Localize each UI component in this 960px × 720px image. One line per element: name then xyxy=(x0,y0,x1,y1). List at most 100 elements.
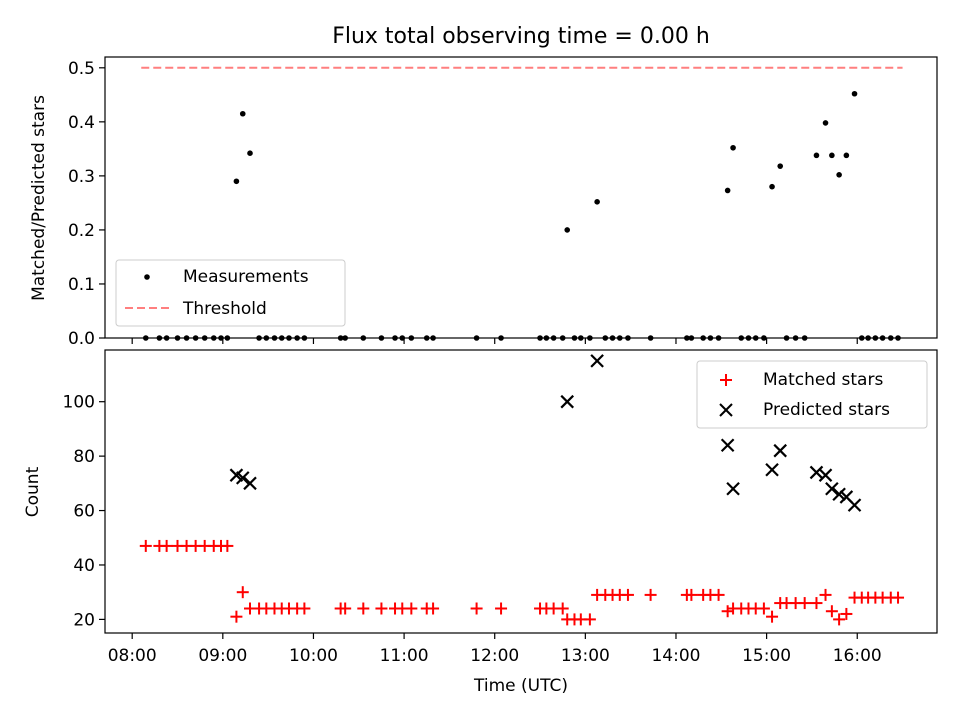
bottom-y-axis-label: Count xyxy=(23,466,43,517)
matched-star-point xyxy=(339,602,352,615)
measurement-point xyxy=(578,335,584,341)
predicted-star-point xyxy=(825,482,839,496)
matched-star-point xyxy=(375,602,388,615)
measurement-point xyxy=(543,335,550,341)
measurement-point xyxy=(564,227,571,233)
matched-star-point xyxy=(139,539,152,552)
matched-star-point xyxy=(556,602,569,615)
matched-star-point xyxy=(892,591,905,604)
measurement-point xyxy=(294,335,300,341)
measurement-point xyxy=(792,335,799,341)
bottom-legend-box xyxy=(696,360,928,429)
measurement-point xyxy=(423,335,430,341)
matched-star-point xyxy=(644,588,657,601)
matched-star-point xyxy=(470,602,483,615)
bottom-xtick-label: 10:00 xyxy=(289,646,338,666)
measurement-point xyxy=(430,335,436,341)
matched-star-point xyxy=(766,610,779,623)
predicted-star-point xyxy=(243,476,257,491)
measurement-point xyxy=(218,335,224,341)
measurement-point xyxy=(342,335,348,341)
legend-predicted-marker xyxy=(719,403,733,417)
matched-star-point xyxy=(819,588,832,601)
measurement-point xyxy=(278,335,285,341)
measurement-point xyxy=(174,335,181,341)
matched-star-point xyxy=(810,597,823,610)
predicted-star-point xyxy=(726,482,740,496)
measurement-point xyxy=(498,335,504,341)
matched-star-point xyxy=(757,602,770,615)
measurement-point xyxy=(625,335,631,341)
measurement-point xyxy=(738,335,745,341)
matched-star-point xyxy=(712,588,725,601)
measurement-point xyxy=(247,150,253,156)
predicted-star-point xyxy=(590,354,604,368)
measurement-point xyxy=(392,335,398,341)
measurement-point xyxy=(256,335,262,341)
legend-matched-marker xyxy=(720,374,732,386)
measurement-point xyxy=(616,335,623,341)
bottom-xtick-label: 08:00 xyxy=(108,646,157,666)
measurement-point xyxy=(594,199,600,205)
measurement-point xyxy=(865,335,871,341)
measurement-point xyxy=(724,187,731,194)
bottom-ytick-label: 80 xyxy=(73,447,95,467)
measurement-point xyxy=(360,335,367,341)
legend-measurements-label: Measurements xyxy=(183,267,309,287)
measurement-point xyxy=(829,152,835,159)
matched-star-point xyxy=(721,605,734,618)
bottom-xtick-label: 15:00 xyxy=(742,646,791,666)
matched-star-point xyxy=(357,602,370,615)
matched-star-point xyxy=(833,613,846,626)
legend-threshold-label: Threshold xyxy=(182,299,267,319)
measurement-point xyxy=(858,335,865,341)
legend-matched-label: Matched stars xyxy=(763,370,883,390)
measurement-point xyxy=(843,152,850,159)
measurement-point xyxy=(183,335,190,341)
predicted-star-point xyxy=(809,465,824,480)
measurement-point xyxy=(700,335,706,341)
top-y-axis-label: Matched/Predicted stars xyxy=(29,95,49,301)
legend-measurements-marker xyxy=(144,274,150,280)
predicted-star-point xyxy=(832,487,846,501)
matched-star-point xyxy=(495,602,508,615)
measurement-point xyxy=(822,120,829,126)
bottom-x-axis: 08:00 09:00 10:00 11:00 12:00 13:00 14:00 15:00… xyxy=(108,633,882,666)
bottom-xtick-label: 11:00 xyxy=(380,646,429,666)
measurement-point xyxy=(769,183,775,190)
top-ytick-label: 0.3 xyxy=(68,167,95,187)
measurement-point xyxy=(571,335,578,341)
matched-star-point xyxy=(583,613,596,626)
matched-star-point xyxy=(405,602,418,615)
bottom-ytick-label: 60 xyxy=(73,502,95,522)
measurement-point xyxy=(156,335,163,341)
measurement-point xyxy=(559,335,566,341)
bottom-xtick-label: 14:00 xyxy=(651,646,700,666)
measurement-point xyxy=(609,335,616,341)
bottom-ytick-label: 40 xyxy=(73,556,95,576)
measurement-point xyxy=(473,335,480,341)
bottom-xtick-label: 12:00 xyxy=(470,646,519,666)
measurement-point xyxy=(752,335,759,341)
matched-star-point xyxy=(298,602,311,615)
measurement-point xyxy=(801,335,808,341)
top-ytick-label: 0.2 xyxy=(68,221,95,241)
measurement-point xyxy=(163,335,170,341)
matched-star-point xyxy=(160,539,173,552)
matched-star-point xyxy=(236,586,249,599)
measurement-point xyxy=(286,335,292,341)
top-legend-box xyxy=(115,259,346,327)
predicted-star-point xyxy=(847,498,862,512)
measurement-point xyxy=(587,335,593,341)
matched-star-point xyxy=(427,602,440,615)
predicted-star-point xyxy=(773,443,787,458)
measurement-point xyxy=(887,335,894,341)
bottom-xtick-label: 16:00 xyxy=(833,646,882,666)
measurement-point xyxy=(783,335,790,341)
matched-star-point xyxy=(685,588,698,601)
predicted-star-point xyxy=(235,471,250,485)
bottom-plot-area xyxy=(139,354,905,626)
measurement-point xyxy=(537,335,543,341)
measurement-point xyxy=(602,335,609,341)
predicted-star-point xyxy=(560,394,575,409)
